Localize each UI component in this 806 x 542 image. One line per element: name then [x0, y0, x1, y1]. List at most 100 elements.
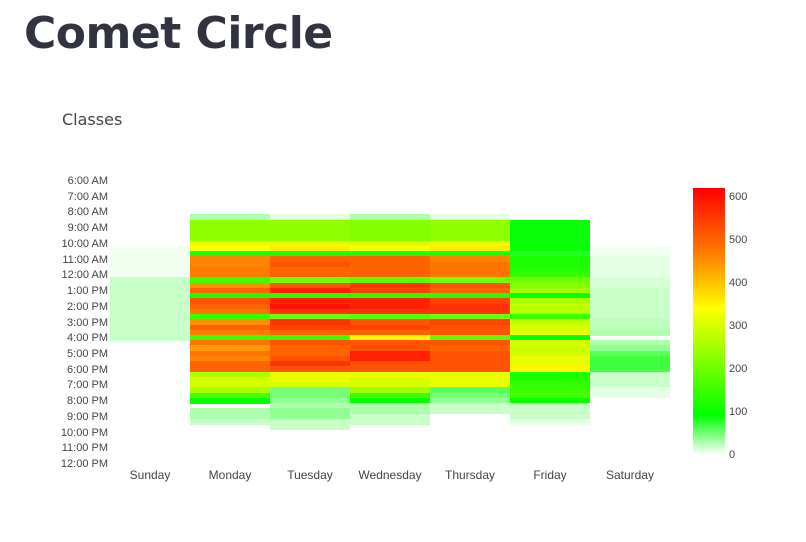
heatmap-cell[interactable] [350, 382, 430, 388]
heatmap-cell[interactable] [350, 418, 430, 425]
heatmap-cell[interactable] [430, 251, 510, 257]
heatmap-cell[interactable] [270, 413, 350, 420]
heatmap-cell[interactable] [190, 298, 270, 305]
heatmap-cell[interactable] [190, 308, 270, 315]
heatmap-cell[interactable] [270, 287, 350, 294]
heatmap-cell[interactable] [190, 350, 270, 357]
heatmap-cell[interactable] [510, 387, 590, 394]
heatmap-cell[interactable] [350, 366, 430, 373]
heatmap-cell[interactable] [590, 392, 670, 399]
heatmap-cell[interactable] [350, 230, 430, 236]
heatmap-cell[interactable] [110, 251, 190, 257]
heatmap-cell[interactable] [590, 366, 670, 373]
heatmap-cell[interactable] [270, 350, 350, 357]
heatmap-cell[interactable] [270, 266, 350, 273]
heatmap-cell[interactable] [510, 272, 590, 278]
heatmap-cell[interactable] [190, 235, 270, 242]
heatmap-cell[interactable] [430, 277, 510, 284]
heatmap-cell[interactable] [510, 355, 590, 362]
heatmap-cell[interactable] [190, 266, 270, 273]
heatmap-cell[interactable] [510, 261, 590, 268]
heatmap-cell[interactable] [430, 214, 510, 221]
heatmap-cell[interactable] [510, 277, 590, 284]
heatmap-cell[interactable] [510, 219, 590, 226]
heatmap-cell[interactable] [510, 240, 590, 247]
heatmap-cell[interactable] [590, 382, 670, 388]
heatmap-cell[interactable] [350, 403, 430, 409]
heatmap-cell[interactable] [190, 251, 270, 257]
heatmap-cell[interactable] [590, 329, 670, 336]
heatmap-cell[interactable] [430, 397, 510, 404]
heatmap-cell[interactable] [350, 392, 430, 399]
heatmap-cell[interactable] [350, 266, 430, 273]
heatmap-cell[interactable] [430, 235, 510, 242]
heatmap-cell[interactable] [350, 397, 430, 404]
heatmap-cell[interactable] [510, 418, 590, 425]
heatmap-cell[interactable] [430, 387, 510, 394]
heatmap-cell[interactable] [510, 350, 590, 357]
heatmap-cell[interactable] [510, 397, 590, 404]
heatmap-cell[interactable] [510, 298, 590, 305]
heatmap-cell[interactable] [430, 282, 510, 289]
heatmap-cell[interactable] [110, 272, 190, 278]
heatmap-cell[interactable] [110, 334, 190, 341]
heatmap-cell[interactable] [430, 376, 510, 383]
heatmap-cell[interactable] [590, 387, 670, 394]
heatmap-cell[interactable] [430, 287, 510, 294]
heatmap-cell[interactable] [350, 272, 430, 278]
heatmap-cell[interactable] [110, 319, 190, 326]
heatmap-cell[interactable] [270, 272, 350, 278]
heatmap-cell[interactable] [190, 319, 270, 326]
heatmap-cell[interactable] [590, 350, 670, 357]
heatmap-cell[interactable] [270, 240, 350, 247]
heatmap-cell[interactable] [510, 329, 590, 336]
heatmap-cell[interactable] [510, 235, 590, 242]
heatmap-cell[interactable] [350, 224, 430, 231]
heatmap-cell[interactable] [350, 408, 430, 415]
heatmap-cell[interactable] [590, 324, 670, 331]
heatmap-cell[interactable] [110, 261, 190, 268]
heatmap-cell[interactable] [270, 256, 350, 263]
heatmap-cell[interactable] [590, 277, 670, 284]
heatmap-cell[interactable] [350, 345, 430, 352]
heatmap-cell[interactable] [190, 376, 270, 383]
heatmap-cell[interactable] [270, 376, 350, 383]
heatmap-cell[interactable] [430, 371, 510, 378]
heatmap-cell[interactable] [270, 397, 350, 404]
heatmap-cell[interactable] [270, 324, 350, 331]
heatmap-cell[interactable] [510, 319, 590, 326]
heatmap-cell[interactable] [190, 282, 270, 289]
heatmap-cell[interactable] [350, 314, 430, 320]
heatmap-cell[interactable] [110, 329, 190, 336]
heatmap-cell[interactable] [430, 303, 510, 310]
heatmap-cell[interactable] [270, 219, 350, 226]
heatmap-cell[interactable] [510, 408, 590, 415]
heatmap-cell[interactable] [270, 424, 350, 430]
heatmap-cell[interactable] [270, 224, 350, 231]
heatmap-cell[interactable] [270, 261, 350, 268]
heatmap-cell[interactable] [190, 355, 270, 362]
heatmap-cell[interactable] [590, 245, 670, 252]
heatmap-cell[interactable] [590, 319, 670, 326]
heatmap-cell[interactable] [270, 366, 350, 373]
heatmap-cell[interactable] [190, 277, 270, 284]
heatmap-cell[interactable] [510, 382, 590, 388]
heatmap-cell[interactable] [110, 308, 190, 315]
heatmap-cell[interactable] [590, 345, 670, 352]
heatmap-cell[interactable] [350, 251, 430, 257]
heatmap-cell[interactable] [110, 287, 190, 294]
heatmap-cell[interactable] [350, 340, 430, 347]
heatmap-cell[interactable] [590, 376, 670, 383]
heatmap-cell[interactable] [270, 340, 350, 347]
heatmap-cell[interactable] [350, 214, 430, 221]
heatmap-cell[interactable] [510, 413, 590, 420]
heatmap-cell[interactable] [270, 308, 350, 315]
heatmap-cell[interactable] [350, 287, 430, 294]
heatmap-cell[interactable] [510, 251, 590, 257]
heatmap-cell[interactable] [190, 361, 270, 367]
heatmap-cell[interactable] [270, 334, 350, 341]
heatmap-cell[interactable] [510, 361, 590, 367]
heatmap-cell[interactable] [190, 382, 270, 388]
heatmap-cell[interactable] [190, 345, 270, 352]
heatmap-cell[interactable] [430, 266, 510, 273]
